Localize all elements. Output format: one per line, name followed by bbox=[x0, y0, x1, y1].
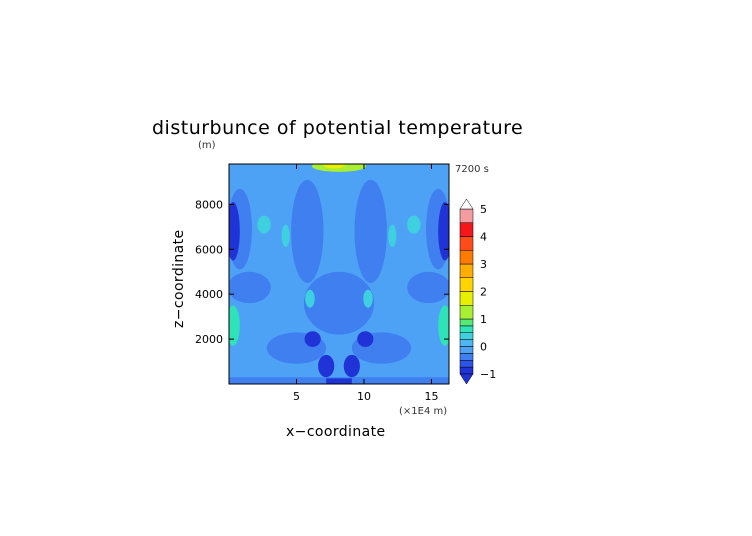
x-tick-label: 5 bbox=[293, 390, 300, 403]
colorbar-segment bbox=[459, 346, 474, 354]
colorbar-tick-label: 5 bbox=[480, 203, 487, 216]
colorbar-max-arrow bbox=[459, 198, 474, 210]
field-region-cold bbox=[357, 331, 374, 347]
colorbar-segment bbox=[459, 366, 474, 375]
field-region-cold bbox=[326, 378, 352, 384]
colorbar-segment bbox=[459, 277, 474, 292]
field-region-mild bbox=[305, 289, 315, 308]
y-tick-label: 4000 bbox=[195, 288, 223, 301]
colorbar-segment bbox=[459, 339, 474, 347]
x-tick-label: 10 bbox=[357, 390, 371, 403]
field-region-mild bbox=[363, 289, 373, 308]
colorbar-segment bbox=[459, 353, 474, 361]
colorbar: −1 0 1 2 3 4 5 bbox=[459, 198, 496, 385]
colorbar-segment bbox=[459, 305, 474, 320]
field-region-mild bbox=[407, 215, 421, 234]
colorbar-segment bbox=[459, 208, 474, 223]
colorbar-tick-label: 2 bbox=[480, 286, 487, 299]
field-region-warm bbox=[438, 305, 449, 346]
x-axis-label: x−coordinate bbox=[286, 424, 386, 440]
field-region-cold bbox=[318, 354, 335, 378]
field-region-mild bbox=[281, 224, 290, 248]
colorbar-tick-label: 4 bbox=[480, 231, 487, 244]
field-region-cold bbox=[304, 331, 321, 347]
y-tick-label: 2000 bbox=[195, 333, 223, 346]
colorbar-tick-label: 3 bbox=[480, 258, 487, 271]
x-unit-label: (×1E4 m) bbox=[399, 406, 447, 417]
colorbar-segment bbox=[459, 325, 474, 333]
y-tick-label: 6000 bbox=[195, 243, 223, 256]
field-region-mild bbox=[388, 224, 397, 248]
axis-ticks: 5 10 15 2000 4000 6000 8000 bbox=[195, 164, 449, 403]
chart-title: disturbunce of potential temperature bbox=[152, 117, 523, 139]
colorbar-segment bbox=[459, 332, 474, 340]
colorbar-tick-label: −1 bbox=[480, 368, 496, 381]
field-region-cool bbox=[354, 179, 387, 283]
plot-frame bbox=[228, 163, 450, 385]
field-region-cool bbox=[229, 271, 271, 304]
y-unit-label: (m) bbox=[198, 140, 216, 151]
colorbar-tick-label: 0 bbox=[480, 341, 487, 354]
colorbar-segment bbox=[459, 318, 474, 327]
colorbar-segment bbox=[459, 222, 474, 237]
field-region-mild bbox=[257, 215, 271, 234]
field-region-cool bbox=[291, 179, 324, 283]
time-label: 7200 s bbox=[455, 164, 489, 175]
colorbar-segment bbox=[459, 263, 474, 278]
colorbar-segment bbox=[459, 236, 474, 251]
colorbar-segment bbox=[459, 250, 474, 265]
field-region-warm bbox=[229, 305, 240, 346]
x-tick-label: 15 bbox=[424, 390, 438, 403]
colorbar-tick-label: 1 bbox=[480, 313, 487, 326]
field-region-cold bbox=[438, 202, 449, 261]
y-tick-label: 8000 bbox=[195, 198, 223, 211]
plot-field bbox=[229, 164, 449, 384]
field-region-cold bbox=[229, 202, 240, 261]
colorbar-segment bbox=[459, 291, 474, 306]
colorbar-segment bbox=[459, 360, 474, 368]
y-axis-label: z−coordinate bbox=[171, 229, 187, 328]
field-region-cold bbox=[343, 354, 360, 378]
field-region-cool bbox=[407, 271, 449, 304]
colorbar-min-arrow bbox=[459, 373, 474, 385]
field-region-hot bbox=[323, 164, 346, 169]
field-region-cool bbox=[303, 271, 375, 335]
